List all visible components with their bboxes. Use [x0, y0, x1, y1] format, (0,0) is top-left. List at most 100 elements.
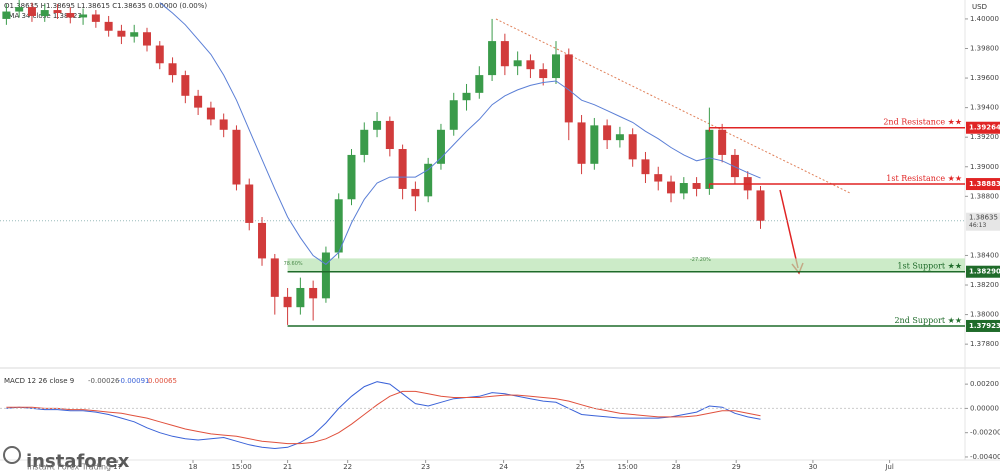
ema-line	[159, 2, 761, 265]
last-price-label: 1.38635	[969, 214, 998, 222]
candle-body	[385, 120, 394, 150]
y-tick-label: 1.37800	[970, 340, 999, 348]
x-tick-label: 25	[576, 463, 585, 471]
candle-body	[142, 32, 151, 46]
fib-label: 78.60%	[284, 261, 303, 267]
candle-body	[603, 125, 612, 141]
x-tick-label: 22	[343, 463, 352, 471]
macd-reading: -0.00026	[88, 377, 120, 385]
price-tag-label: 1.38883	[969, 180, 1000, 188]
candle-body	[347, 154, 356, 200]
watermark-logo	[3, 446, 21, 464]
candle-body	[513, 60, 522, 67]
level-label: 1st Resistance ★★	[886, 174, 962, 183]
currency[interactable]: USD	[972, 3, 987, 11]
forecast-arrow	[779, 189, 799, 269]
ema-header: EMA 34 close 1.38923	[4, 12, 82, 20]
candle-body	[449, 100, 458, 130]
price-tag	[966, 178, 1000, 191]
y-tick-label: 1.40000	[970, 15, 999, 23]
x-tick-label: 28	[672, 463, 681, 471]
y-tick-label: 1.39200	[970, 133, 999, 141]
y-tick-label: 1.39800	[970, 44, 999, 52]
level-label: 2nd Resistance ★★	[883, 118, 962, 127]
trend-line	[495, 18, 851, 194]
candle-body	[232, 129, 241, 185]
candle-body	[373, 120, 382, 130]
candle-body	[692, 183, 701, 189]
candle-body	[181, 75, 190, 96]
x-tick-label: 15:00	[617, 463, 637, 471]
candle-body	[270, 258, 279, 297]
candle-body	[168, 63, 177, 76]
candle-body	[641, 159, 650, 175]
candle-body	[475, 75, 484, 93]
candle-body	[436, 129, 445, 164]
price-tag-label: 1.39264	[969, 124, 1000, 132]
y-tick-label: 1.39400	[970, 104, 999, 112]
macd-y-tick-label: 0.00000	[970, 404, 999, 412]
candle-body	[309, 287, 318, 299]
x-tick-label: Jul	[884, 463, 894, 471]
x-tick-label: 29	[732, 463, 741, 471]
level-label: 1st Support ★★	[897, 262, 962, 271]
candle-body	[667, 181, 676, 194]
watermark-tagline: Instant Forex Trading	[27, 463, 111, 472]
candle-body	[539, 69, 548, 79]
candle-body	[321, 252, 330, 299]
level-label: 2nd Support ★★	[894, 316, 962, 325]
x-tick-label: 23	[421, 463, 430, 471]
y-tick-label: 1.38000	[970, 311, 999, 319]
candle-body	[117, 30, 126, 37]
candle-body	[756, 190, 765, 221]
candle-body	[40, 10, 49, 16]
macd-y-tick-label: 0.00200	[970, 380, 999, 388]
watermark-brand: instaforex	[26, 451, 130, 472]
candle-body	[296, 287, 305, 308]
candle-body	[526, 60, 535, 70]
x-tick-label: 21	[283, 463, 292, 471]
x-tick-label: 18	[189, 463, 198, 471]
candle-body	[679, 183, 688, 194]
candle-body	[462, 92, 471, 101]
y-tick-label: 1.38400	[970, 251, 999, 259]
price-tag	[966, 121, 1000, 134]
candle-body	[53, 10, 62, 14]
candle-body	[705, 129, 714, 189]
candle-body	[15, 7, 24, 12]
candle-body	[590, 125, 599, 164]
fib-label: -27.20%	[690, 257, 711, 263]
y-tick-label: 1.38200	[970, 281, 999, 289]
candle-body	[130, 32, 139, 37]
candle-body	[245, 184, 254, 223]
candle-body	[564, 54, 573, 123]
candle-body	[615, 134, 624, 141]
candle-body	[283, 296, 292, 308]
candle-body	[360, 129, 369, 155]
candle-body	[551, 54, 560, 79]
price-tag-label: 1.37923	[969, 322, 1000, 330]
macd-y-tick-label: -0.00200	[970, 429, 1000, 437]
candle-body	[27, 7, 36, 16]
candle-body	[718, 129, 727, 155]
countdown: 46:13	[969, 222, 986, 229]
candle-body	[334, 199, 343, 253]
candle-body	[577, 122, 586, 164]
macd-reading: -0.00091	[118, 377, 149, 385]
candle-body	[91, 14, 100, 22]
macd-line	[6, 381, 761, 450]
candle-body	[628, 134, 637, 160]
last-price-tag	[966, 212, 1000, 231]
candle-body	[104, 21, 113, 31]
price-tag	[966, 265, 1000, 278]
candle-body	[2, 11, 11, 19]
x-tick-label: 24	[499, 463, 508, 471]
candle-body	[66, 13, 75, 18]
candle-body	[219, 119, 228, 130]
candle-body	[258, 222, 267, 259]
candle-body	[398, 149, 407, 189]
candle-body	[194, 95, 203, 108]
x-tick-label: 17	[113, 463, 122, 471]
